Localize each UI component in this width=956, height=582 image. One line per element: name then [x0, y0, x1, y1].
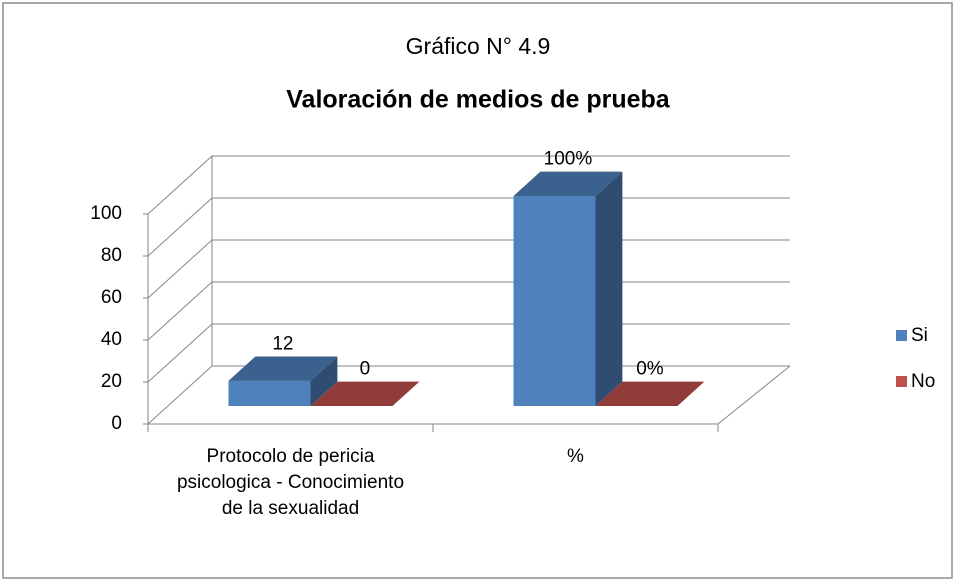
bar-side [310, 356, 338, 407]
legend-label: Si [911, 325, 928, 346]
x-tick-label: Protocolo de pericia psicologica - Conoc… [176, 446, 405, 519]
bar [513, 196, 596, 407]
data-label: 0% [636, 359, 664, 380]
chart-title: Gráfico N° 4.9 [406, 33, 551, 59]
legend-swatch [896, 330, 907, 341]
bar-top [595, 381, 705, 407]
y-tick-label: 0 [111, 413, 122, 434]
floor-right [717, 365, 791, 425]
data-label: 0 [360, 359, 371, 380]
bar-top [310, 381, 420, 407]
bar [228, 380, 311, 407]
bar-side [595, 171, 623, 407]
y-tick-label: 40 [101, 329, 122, 350]
y-tick-label: 100 [90, 203, 122, 224]
data-label: 100% [544, 149, 593, 170]
bar-top [513, 171, 623, 197]
x-tick-label: % [567, 446, 584, 467]
y-tick-label: 60 [101, 287, 122, 308]
bar-top [228, 356, 338, 381]
legend-swatch [896, 376, 907, 387]
legend-label: No [911, 371, 935, 392]
grid-line [147, 155, 790, 215]
data-label: 12 [272, 333, 293, 354]
y-tick-label: 20 [101, 371, 122, 392]
y-tick-label: 80 [101, 245, 122, 266]
chart-subtitle: Valoración de medios de prueba [286, 86, 671, 114]
